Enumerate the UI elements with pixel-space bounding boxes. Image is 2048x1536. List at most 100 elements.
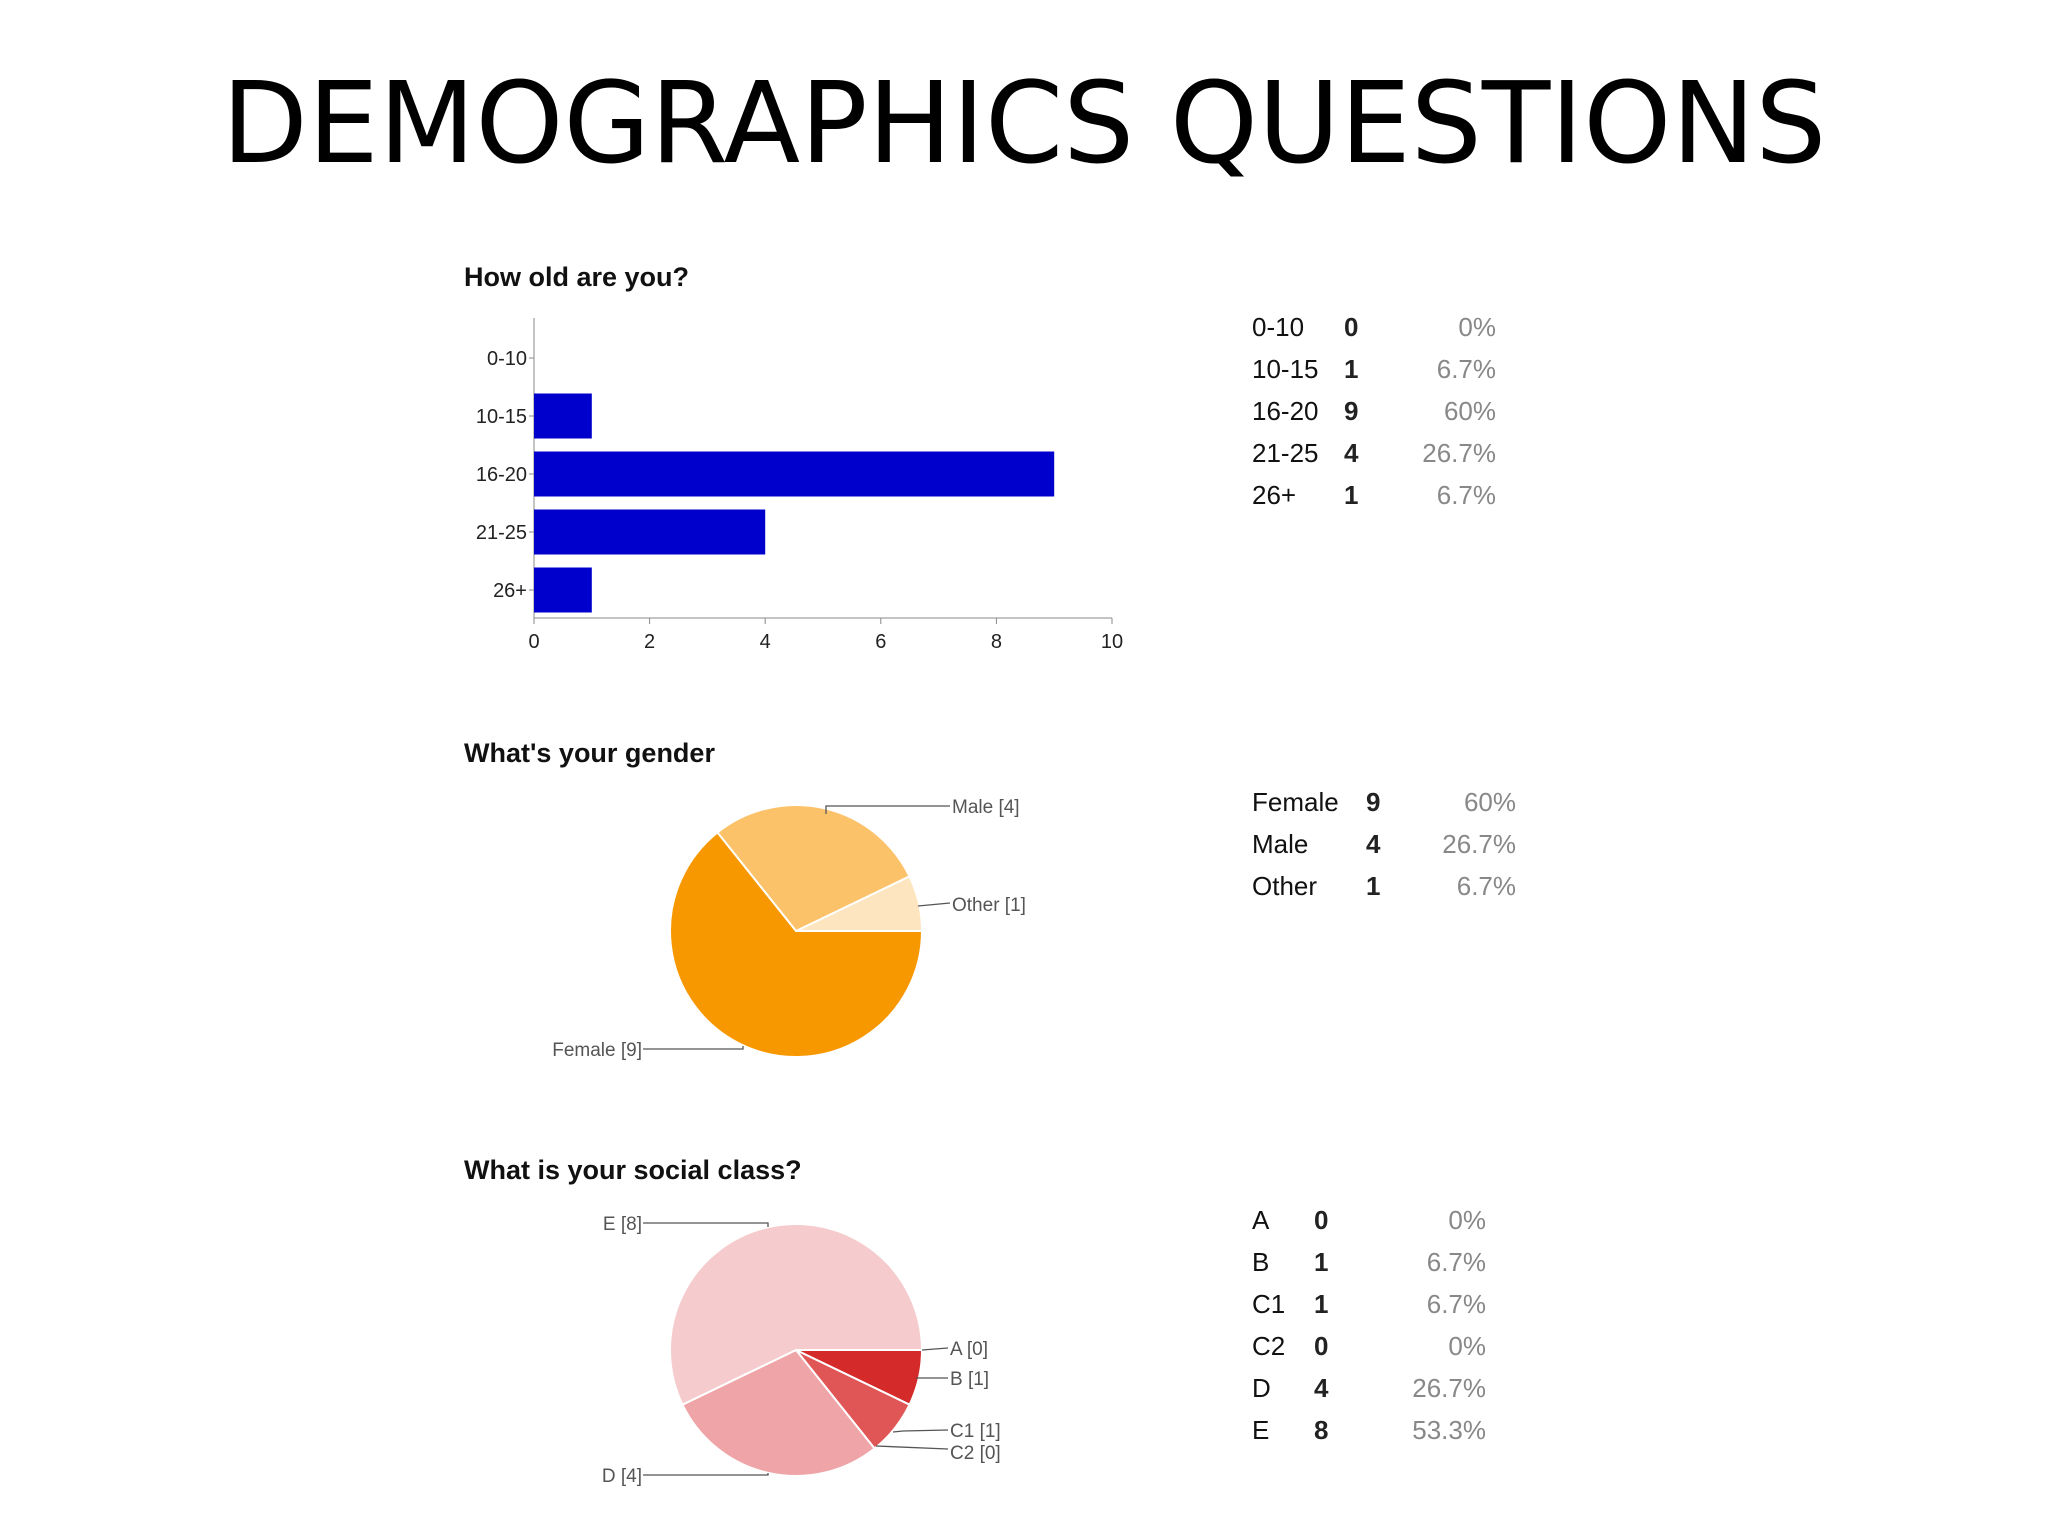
row-label: 10-15 [1252,353,1319,384]
y-tick-label: 0-10 [487,348,527,370]
slice-label: Female [9] [552,1040,642,1061]
leader-line [875,1445,949,1450]
bar-21-25 [534,509,766,555]
y-tick-label: 10-15 [476,406,527,428]
row-label: 16-20 [1252,395,1319,426]
row-count: 9 [1344,395,1359,426]
y-tick-label: 26+ [493,580,527,602]
x-tick-label: 8 [991,631,1002,653]
row-label: B [1252,1246,1270,1277]
pie-slice [716,804,911,933]
row-label: Male [1252,828,1309,859]
row-percent: 0% [1448,1330,1486,1361]
row-percent: 6.7% [1436,353,1496,384]
row-label: E [1252,1414,1270,1445]
row-percent: 0% [1458,311,1496,342]
row-count: 0 [1314,1330,1329,1361]
leader-line [917,902,951,907]
row-percent: 60% [1463,786,1516,817]
leader-line [643,1473,769,1476]
slice-label: A [0] [950,1339,988,1360]
x-tick-label: 0 [528,631,539,653]
x-tick-label: 6 [875,631,886,653]
row-count: 4 [1366,828,1381,859]
row-label: 0-10 [1252,311,1305,342]
row-count: 9 [1366,786,1381,817]
pie-slice [795,1349,924,1407]
x-tick-label: 4 [760,631,771,653]
row-count: 0 [1344,311,1359,342]
row-label: D [1252,1372,1271,1403]
row-label: 21-25 [1252,437,1319,468]
row-label: Other [1252,870,1318,901]
row-percent: 26.7% [1442,828,1516,859]
table-row: 26+ 1 6.7% [1252,474,1496,516]
leader-line [825,805,950,814]
row-count: 1 [1314,1246,1329,1277]
row-percent: 6.7% [1456,870,1516,901]
row-label: C1 [1252,1288,1286,1319]
row-count: 1 [1344,353,1359,384]
row-count: 4 [1314,1372,1329,1403]
table-row: A 0 0% [1252,1199,1486,1241]
pie-slice [681,1348,876,1477]
row-count: 0 [1314,1204,1329,1235]
row-count: 1 [1344,479,1359,510]
row-count: 1 [1314,1288,1329,1319]
row-label: A [1252,1204,1270,1235]
slice-label: D [4] [602,1466,642,1487]
pie-slice [669,1223,924,1407]
slice-label: Male [4] [952,797,1020,818]
row-count: 4 [1344,437,1359,468]
table-row: Female 9 60% [1252,781,1516,823]
row-percent: 6.7% [1426,1246,1486,1277]
pie-slice [795,874,924,932]
row-percent: 6.7% [1436,479,1496,510]
table-row: Other 1 6.7% [1252,865,1516,907]
table-row: Male 4 26.7% [1252,823,1516,865]
table-row: D 4 26.7% [1252,1367,1486,1409]
table-row: 0-10 0 0% [1252,306,1496,348]
table-row: E 8 53.3% [1252,1409,1486,1451]
row-percent: 53.3% [1412,1414,1486,1445]
row-label: Female [1252,786,1339,817]
slice-label: E [8] [603,1214,642,1235]
leader-line [643,1222,769,1227]
pie-slice [795,1349,911,1450]
age-question-title: How old are you? [464,262,690,292]
table-row: 16-20 9 60% [1252,390,1496,432]
x-tick-label: 10 [1101,631,1123,653]
row-label: 26+ [1252,479,1297,510]
slice-label: Other [1] [952,895,1026,916]
row-percent: 26.7% [1412,1372,1486,1403]
bar-10-15 [534,393,592,439]
pie-slice [669,831,924,1058]
y-tick-label: 16-20 [476,464,527,486]
row-percent: 26.7% [1422,437,1496,468]
x-tick-label: 2 [644,631,655,653]
slice-label: B [1] [950,1369,989,1390]
row-percent: 60% [1443,395,1496,426]
bar-16-20 [534,451,1055,497]
leader-line [892,1429,949,1433]
leader-line [643,1046,744,1050]
leader-line [921,1347,949,1351]
gender-question-title: What's your gender [464,738,715,768]
slice-label: C2 [0] [950,1443,1001,1464]
class-question-title: What is your social class? [464,1155,802,1185]
bar-26+ [534,567,592,613]
class-stats-table: A 0 0% B 1 6.7% C1 1 6.7% C2 0 0% D 4 26.7% E 8 53.3… [1252,1199,1486,1451]
y-tick-label: 21-25 [476,522,527,544]
table-row: C2 0 0% [1252,1325,1486,1367]
slide-title: DEMOGRAPHICS QUESTIONS [221,59,1827,189]
row-count: 1 [1366,870,1381,901]
table-row: 21-25 4 26.7% [1252,432,1496,474]
gender-stats-table: Female 9 60% Male 4 26.7% Other 1 6.7% [1252,781,1516,907]
row-percent: 6.7% [1426,1288,1486,1319]
row-percent: 0% [1448,1204,1486,1235]
age-stats-table: 0-10 0 0% 10-15 1 6.7% 16-20 9 60% 21-25 4 26.7%… [1252,306,1496,516]
row-count: 8 [1314,1414,1329,1445]
